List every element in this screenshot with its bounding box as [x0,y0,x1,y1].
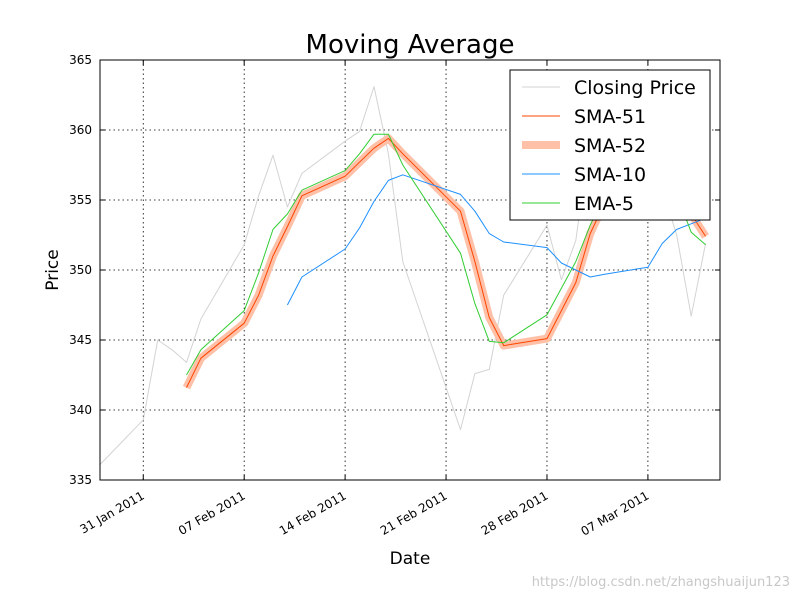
x-tick-label: 31 Jan 2011 [77,488,146,536]
legend-label-closing-price: Closing Price [574,77,696,99]
y-tick-label: 360 [69,123,92,137]
legend-label-sma-51: SMA-51 [574,106,646,128]
chart-title: Moving Average [306,30,515,60]
legend-label-sma-52: SMA-52 [574,135,646,157]
y-tick-label: 340 [69,403,92,417]
x-tick-label: 07 Feb 2011 [176,488,248,537]
legend-label-ema-5: EMA-5 [574,193,634,215]
legend-label-sma-10: SMA-10 [574,164,646,186]
y-tick-label: 365 [69,53,92,67]
x-axis-label: Date [390,549,431,569]
legend: Closing Price SMA-51 SMA-52 SMA-10 EMA-5 [509,69,711,221]
x-tick-label: 28 Feb 2011 [479,488,551,537]
y-tick-label: 350 [69,263,92,277]
y-tick-label: 345 [69,333,92,347]
y-tick-label: 335 [69,473,92,487]
series-line-sma-10 [286,174,706,306]
x-tick-label: 21 Feb 2011 [378,488,450,537]
watermark: https://blog.csdn.net/zhangshuaijun123 [532,575,790,590]
y-tick-label: 355 [69,193,92,207]
y-axis-label: Price [43,249,63,290]
x-tick-label: 07 Mar 2011 [579,488,652,538]
x-tick-label: 14 Feb 2011 [277,488,349,537]
